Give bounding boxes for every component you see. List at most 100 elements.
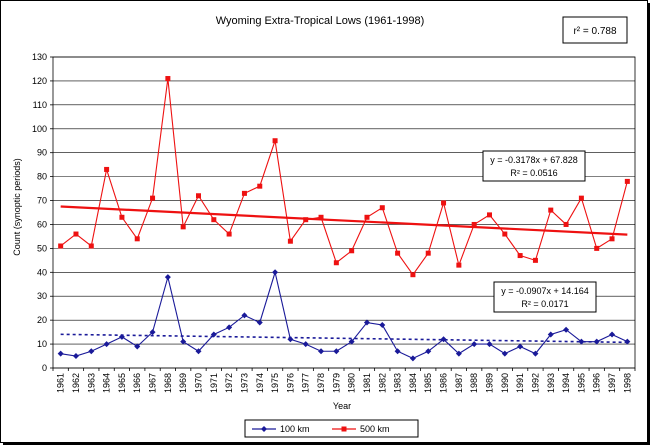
x-tick-label: 1985 [423, 373, 433, 393]
legend: 100 km 500 km [244, 419, 419, 438]
data-point-100km [195, 348, 202, 355]
data-point-500km [364, 214, 370, 220]
data-point-500km [471, 221, 477, 227]
x-tick-label: 1963 [86, 373, 96, 393]
legend-label-500km: 500 km [360, 424, 390, 434]
data-point-500km [150, 195, 156, 201]
data-point-100km [471, 341, 478, 348]
data-point-100km [103, 341, 110, 348]
data-point-100km [272, 269, 279, 276]
y-tick-label: 0 [42, 363, 47, 373]
x-tick-label: 1966 [132, 373, 142, 393]
y-tick-label: 90 [37, 148, 47, 158]
data-point-100km [164, 274, 171, 281]
data-point-500km [303, 217, 309, 223]
data-point-500km [517, 253, 523, 259]
x-tick-label: 1972 [224, 373, 234, 393]
y-tick-label: 60 [37, 219, 47, 229]
x-tick-label: 1969 [178, 373, 188, 393]
data-point-500km [548, 207, 554, 213]
x-tick-label: 1975 [270, 373, 280, 393]
x-tick-label: 1989 [485, 373, 495, 393]
x-tick-label: 1976 [285, 373, 295, 393]
y-tick-label: 80 [37, 172, 47, 182]
data-point-100km [180, 338, 187, 345]
data-point-500km [425, 250, 431, 256]
data-point-500km [333, 260, 339, 266]
grid [52, 56, 636, 369]
data-point-100km [394, 348, 401, 355]
trend-500km-equation: y = -0.3178x + 67.828 [490, 155, 578, 165]
data-point-500km [563, 221, 569, 227]
data-point-100km [287, 336, 294, 343]
y-tick-label: 100 [32, 124, 47, 134]
x-tick-label: 1988 [469, 373, 479, 393]
data-point-500km [487, 212, 492, 218]
trend-100km-r2: R² = 0.0171 [521, 299, 568, 309]
data-point-500km [257, 183, 263, 189]
trend-lines [60, 205, 628, 344]
x-tick-label: 1967 [148, 373, 158, 393]
y-axis-label: Count (synoptic periods) [12, 158, 22, 256]
data-point-100km [302, 341, 309, 348]
data-point-500km [379, 205, 385, 211]
y-tick-label: 130 [32, 52, 47, 62]
data-point-100km [57, 350, 64, 357]
x-tick-label: 1973 [239, 373, 249, 393]
data-point-100km [455, 350, 462, 357]
legend-square-marker [341, 426, 347, 432]
data-point-500km [134, 236, 140, 242]
trend-box-100km: y = -0.0907x + 14.164 R² = 0.0171 [493, 281, 597, 313]
chart-title: Wyoming Extra-Tropical Lows (1961-1998) [216, 15, 425, 27]
data-point-100km [532, 350, 539, 357]
data-point-500km [441, 200, 447, 206]
y-tick-label: 70 [37, 196, 47, 206]
x-tick-label: 1982 [377, 373, 387, 393]
x-tick-label: 1979 [331, 373, 341, 393]
correlation-label: r² = 0.788 [573, 26, 617, 37]
data-point-500km [272, 138, 278, 144]
data-point-100km [501, 350, 508, 357]
x-tick-label: 1998 [622, 373, 632, 393]
data-point-500km [180, 224, 186, 230]
x-tick-label: 1977 [301, 373, 311, 393]
x-tick-label: 1974 [255, 373, 265, 393]
data-point-500km [287, 238, 293, 244]
x-tick-label: 1997 [607, 373, 617, 393]
trend-100km-equation: y = -0.0907x + 14.164 [501, 286, 589, 296]
data-point-500km [226, 231, 232, 237]
data-point-100km [363, 319, 370, 326]
data-point-500km [410, 272, 416, 278]
data-point-100km [226, 324, 233, 331]
x-tick-label: 1990 [500, 373, 510, 393]
trend-line-500km [60, 205, 628, 236]
data-point-500km [88, 243, 94, 249]
y-tick-label: 40 [37, 267, 47, 277]
data-point-500km [58, 243, 64, 249]
data-point-100km [379, 321, 386, 328]
legend-diamond-marker [261, 426, 267, 432]
x-tick-label: 1993 [546, 373, 556, 393]
data-point-500km [578, 195, 584, 201]
x-tick-label: 1984 [408, 373, 418, 393]
x-tick-label: 1978 [316, 373, 326, 393]
data-point-100km [256, 319, 263, 326]
x-tick-label: 1996 [592, 373, 602, 393]
data-point-500km [104, 166, 110, 172]
data-point-100km [348, 338, 355, 345]
data-point-500km [318, 214, 324, 220]
x-tick-label: 1991 [515, 373, 525, 393]
data-point-100km [593, 338, 600, 345]
data-point-500km [395, 250, 401, 256]
x-tick-label: 1992 [530, 373, 540, 393]
x-tick-label: 1970 [194, 373, 204, 393]
data-point-100km [134, 343, 141, 350]
data-point-100km [318, 348, 325, 355]
data-point-500km [502, 231, 508, 237]
x-ticks: 1961 1962 1963 1964 1965 1966 1967 1968 1969 1970… [52, 368, 636, 393]
data-point-500km [532, 257, 538, 263]
x-axis-label: Year [333, 401, 351, 411]
data-point-100km [210, 331, 217, 338]
